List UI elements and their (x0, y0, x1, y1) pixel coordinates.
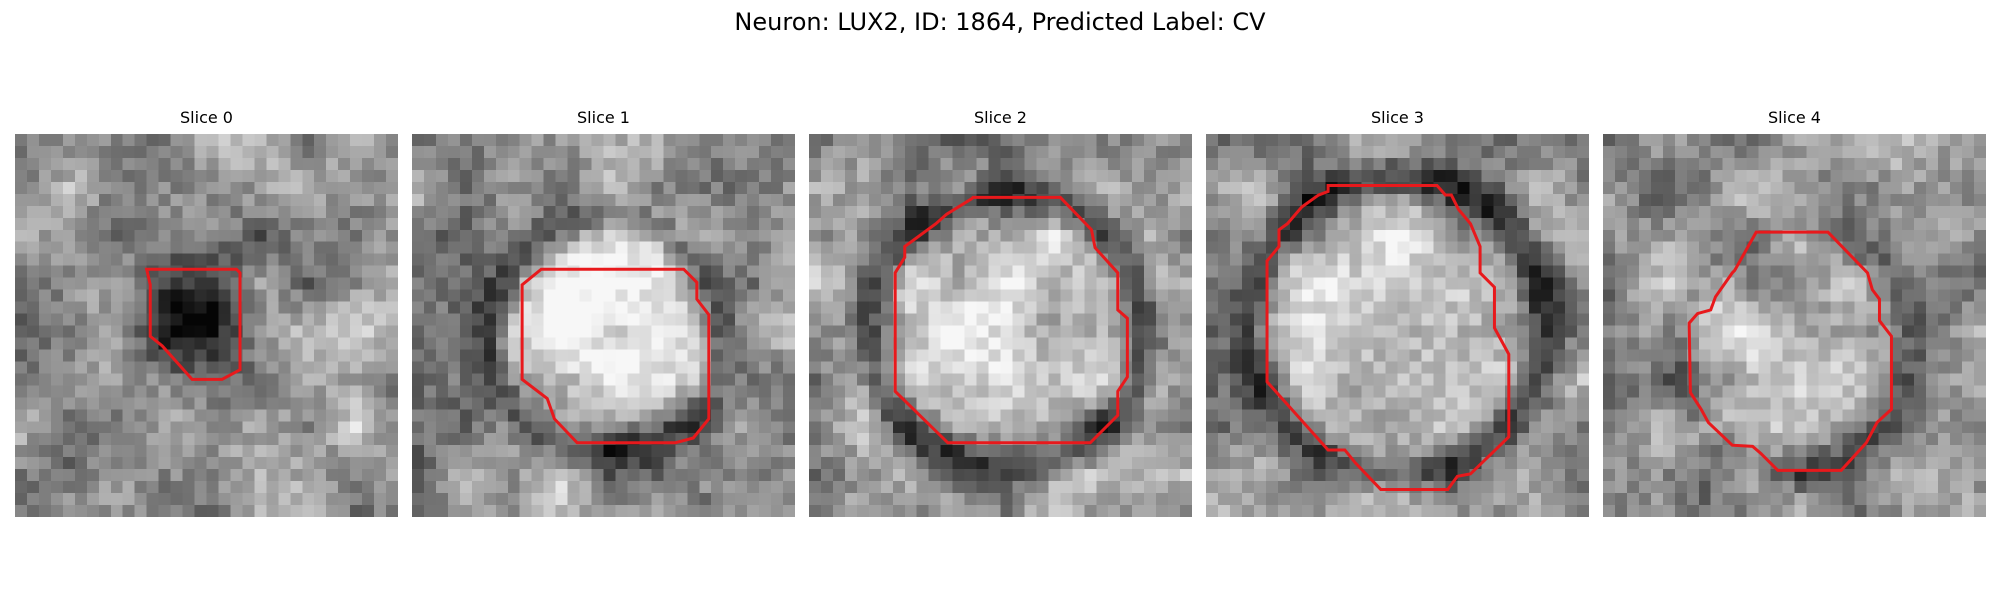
slice-title: Slice 2 (974, 108, 1027, 127)
segmentation-outline (1206, 134, 1589, 517)
slice-panel-2: Slice 2 (809, 108, 1192, 517)
slice-title: Slice 1 (577, 108, 630, 127)
slice-title: Slice 3 (1371, 108, 1424, 127)
slice-title: Slice 0 (180, 108, 233, 127)
slice-panel-1: Slice 1 (412, 108, 795, 517)
slice-image (412, 134, 795, 517)
segmentation-outline (412, 134, 795, 517)
slice-panel-3: Slice 3 (1206, 108, 1589, 517)
segmentation-outline (809, 134, 1192, 517)
segmentation-outline (15, 134, 398, 517)
segmentation-outline (1603, 134, 1986, 517)
slice-panel-0: Slice 0 (15, 108, 398, 517)
slice-panel-4: Slice 4 (1603, 108, 1986, 517)
slice-title: Slice 4 (1768, 108, 1821, 127)
slice-image (1206, 134, 1589, 517)
figure-title: Neuron: LUX2, ID: 1864, Predicted Label:… (734, 8, 1266, 36)
slice-image (15, 134, 398, 517)
slice-image (1603, 134, 1986, 517)
